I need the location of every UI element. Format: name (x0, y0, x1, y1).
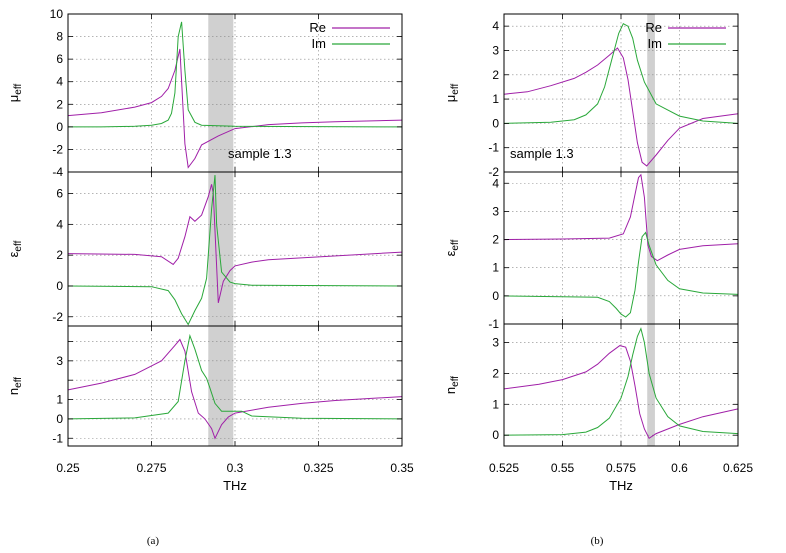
series-line-im (503, 23, 739, 124)
y-tick-label: 0 (492, 428, 499, 442)
y-axis-label: neff (6, 377, 24, 395)
y-tick-label: 4 (56, 217, 63, 231)
y-tick-label: 2 (492, 68, 499, 82)
y-tick-label: 2 (492, 233, 499, 247)
subplot-eff-1: -2 -1 0 1 2 3 4 μeff (443, 13, 739, 179)
y-tick-label: 3 (492, 204, 499, 218)
y-tick-label: 0 (492, 289, 499, 303)
subplot-eff-3: 0 1 2 3 neff (443, 323, 739, 447)
y-axis-label: εeff (6, 240, 24, 257)
y-tick-label: 3 (492, 43, 499, 57)
y-axis-label-subscript: eff (450, 84, 461, 95)
x-tick-label: 0.275 (136, 461, 166, 475)
shaded-band (647, 14, 655, 172)
series-line-im (68, 21, 403, 128)
y-axis-label: neff (443, 376, 461, 394)
series-line-im (67, 175, 403, 326)
x-tick-label: 0.35 (390, 461, 414, 475)
y-tick-label: 0 (56, 120, 63, 134)
chart-panel-2: -2 -1 0 1 2 3 4 μeff -1 0 1 2 3 4 εeff 0 1 2 3 neff 0.525 0.5… (443, 13, 753, 547)
y-tick-label: -1 (488, 317, 499, 331)
series-line-im (503, 327, 739, 436)
y-tick-label: 2 (492, 366, 499, 380)
legend-label-im: Im (312, 36, 326, 51)
y-tick-label: 1 (56, 393, 63, 407)
shaded-band (208, 14, 234, 172)
series-line-im (503, 231, 739, 318)
shaded-band (208, 326, 234, 446)
x-tick-label: 0.3 (227, 461, 244, 475)
shaded-band (208, 172, 234, 326)
y-axis-label: μeff (443, 84, 461, 103)
legend-label-re: Re (645, 20, 662, 35)
series-line-re (67, 184, 403, 304)
y-tick-label: 3 (56, 354, 63, 368)
y-tick-label: -1 (488, 141, 499, 155)
y-axis-label-subscript: eff (13, 377, 24, 388)
y-tick-label: 1 (492, 261, 499, 275)
series-line-re (503, 345, 739, 440)
y-tick-label: 1 (492, 397, 499, 411)
y-tick-label: 0 (56, 279, 63, 293)
y-tick-label: -4 (52, 165, 63, 179)
x-axis-label: THz (223, 478, 247, 493)
annotation-text: sample 1.3 (510, 146, 574, 161)
legend-label-re: Re (309, 20, 326, 35)
subplot-eff-3: -1 0 1 3 neff (6, 325, 403, 447)
shaded-band (647, 172, 655, 324)
y-tick-label: 4 (492, 19, 499, 33)
x-tick-label: 0.625 (723, 461, 753, 475)
panel-caption: (b) (591, 535, 604, 547)
series-line-im (67, 333, 403, 420)
y-tick-label: 0 (56, 412, 63, 426)
y-tick-label: 3 (492, 336, 499, 350)
annotation-text: sample 1.3 (228, 146, 292, 161)
y-tick-label: 2 (56, 248, 63, 262)
y-axis-label-subscript: eff (13, 240, 24, 251)
series-line-re (503, 47, 739, 167)
y-tick-label: 2 (56, 97, 63, 111)
y-axis-label-subscript: eff (450, 376, 461, 387)
y-tick-label: -2 (52, 310, 63, 324)
y-axis-label-subscript: eff (450, 239, 461, 250)
y-tick-label: -2 (488, 165, 499, 179)
series-line-re (503, 173, 739, 262)
y-tick-label: 8 (56, 30, 63, 44)
y-axis-label: εeff (443, 239, 461, 256)
y-tick-label: 4 (492, 176, 499, 190)
shaded-band (647, 324, 655, 446)
subplot-eff-2: -2 0 2 4 6 εeff (6, 171, 403, 327)
x-tick-label: 0.25 (56, 461, 80, 475)
x-tick-label: 0.325 (303, 461, 333, 475)
y-tick-label: 1 (492, 92, 499, 106)
y-axis-label: μeff (6, 84, 24, 103)
y-tick-label: -2 (52, 142, 63, 156)
x-tick-label: 0.6 (671, 461, 688, 475)
y-tick-label: 0 (492, 116, 499, 130)
x-tick-label: 0.525 (489, 461, 519, 475)
y-tick-label: 6 (56, 52, 63, 66)
subplot-eff-2: -1 0 1 2 3 4 εeff (443, 171, 739, 331)
x-axis-label: THz (609, 478, 633, 493)
y-tick-label: 10 (50, 7, 64, 21)
x-tick-label: 0.575 (606, 461, 636, 475)
y-tick-label: 6 (56, 187, 63, 201)
x-tick-label: 0.55 (551, 461, 575, 475)
chart-panel-1: -4 -2 0 2 4 6 8 10 μeff -2 0 2 4 6 εeff -1 0 1 3 neff 0.25 0.… (6, 7, 414, 547)
legend-label-im: Im (648, 36, 662, 51)
panel-caption: (a) (147, 535, 160, 547)
y-tick-label: 4 (56, 75, 63, 89)
y-tick-label: -1 (52, 431, 63, 445)
subplot-eff-1: -4 -2 0 2 4 6 8 10 μeff (6, 7, 403, 179)
y-axis-label-subscript: eff (13, 84, 24, 95)
series-line-re (67, 338, 403, 440)
series-line-re (67, 48, 403, 169)
